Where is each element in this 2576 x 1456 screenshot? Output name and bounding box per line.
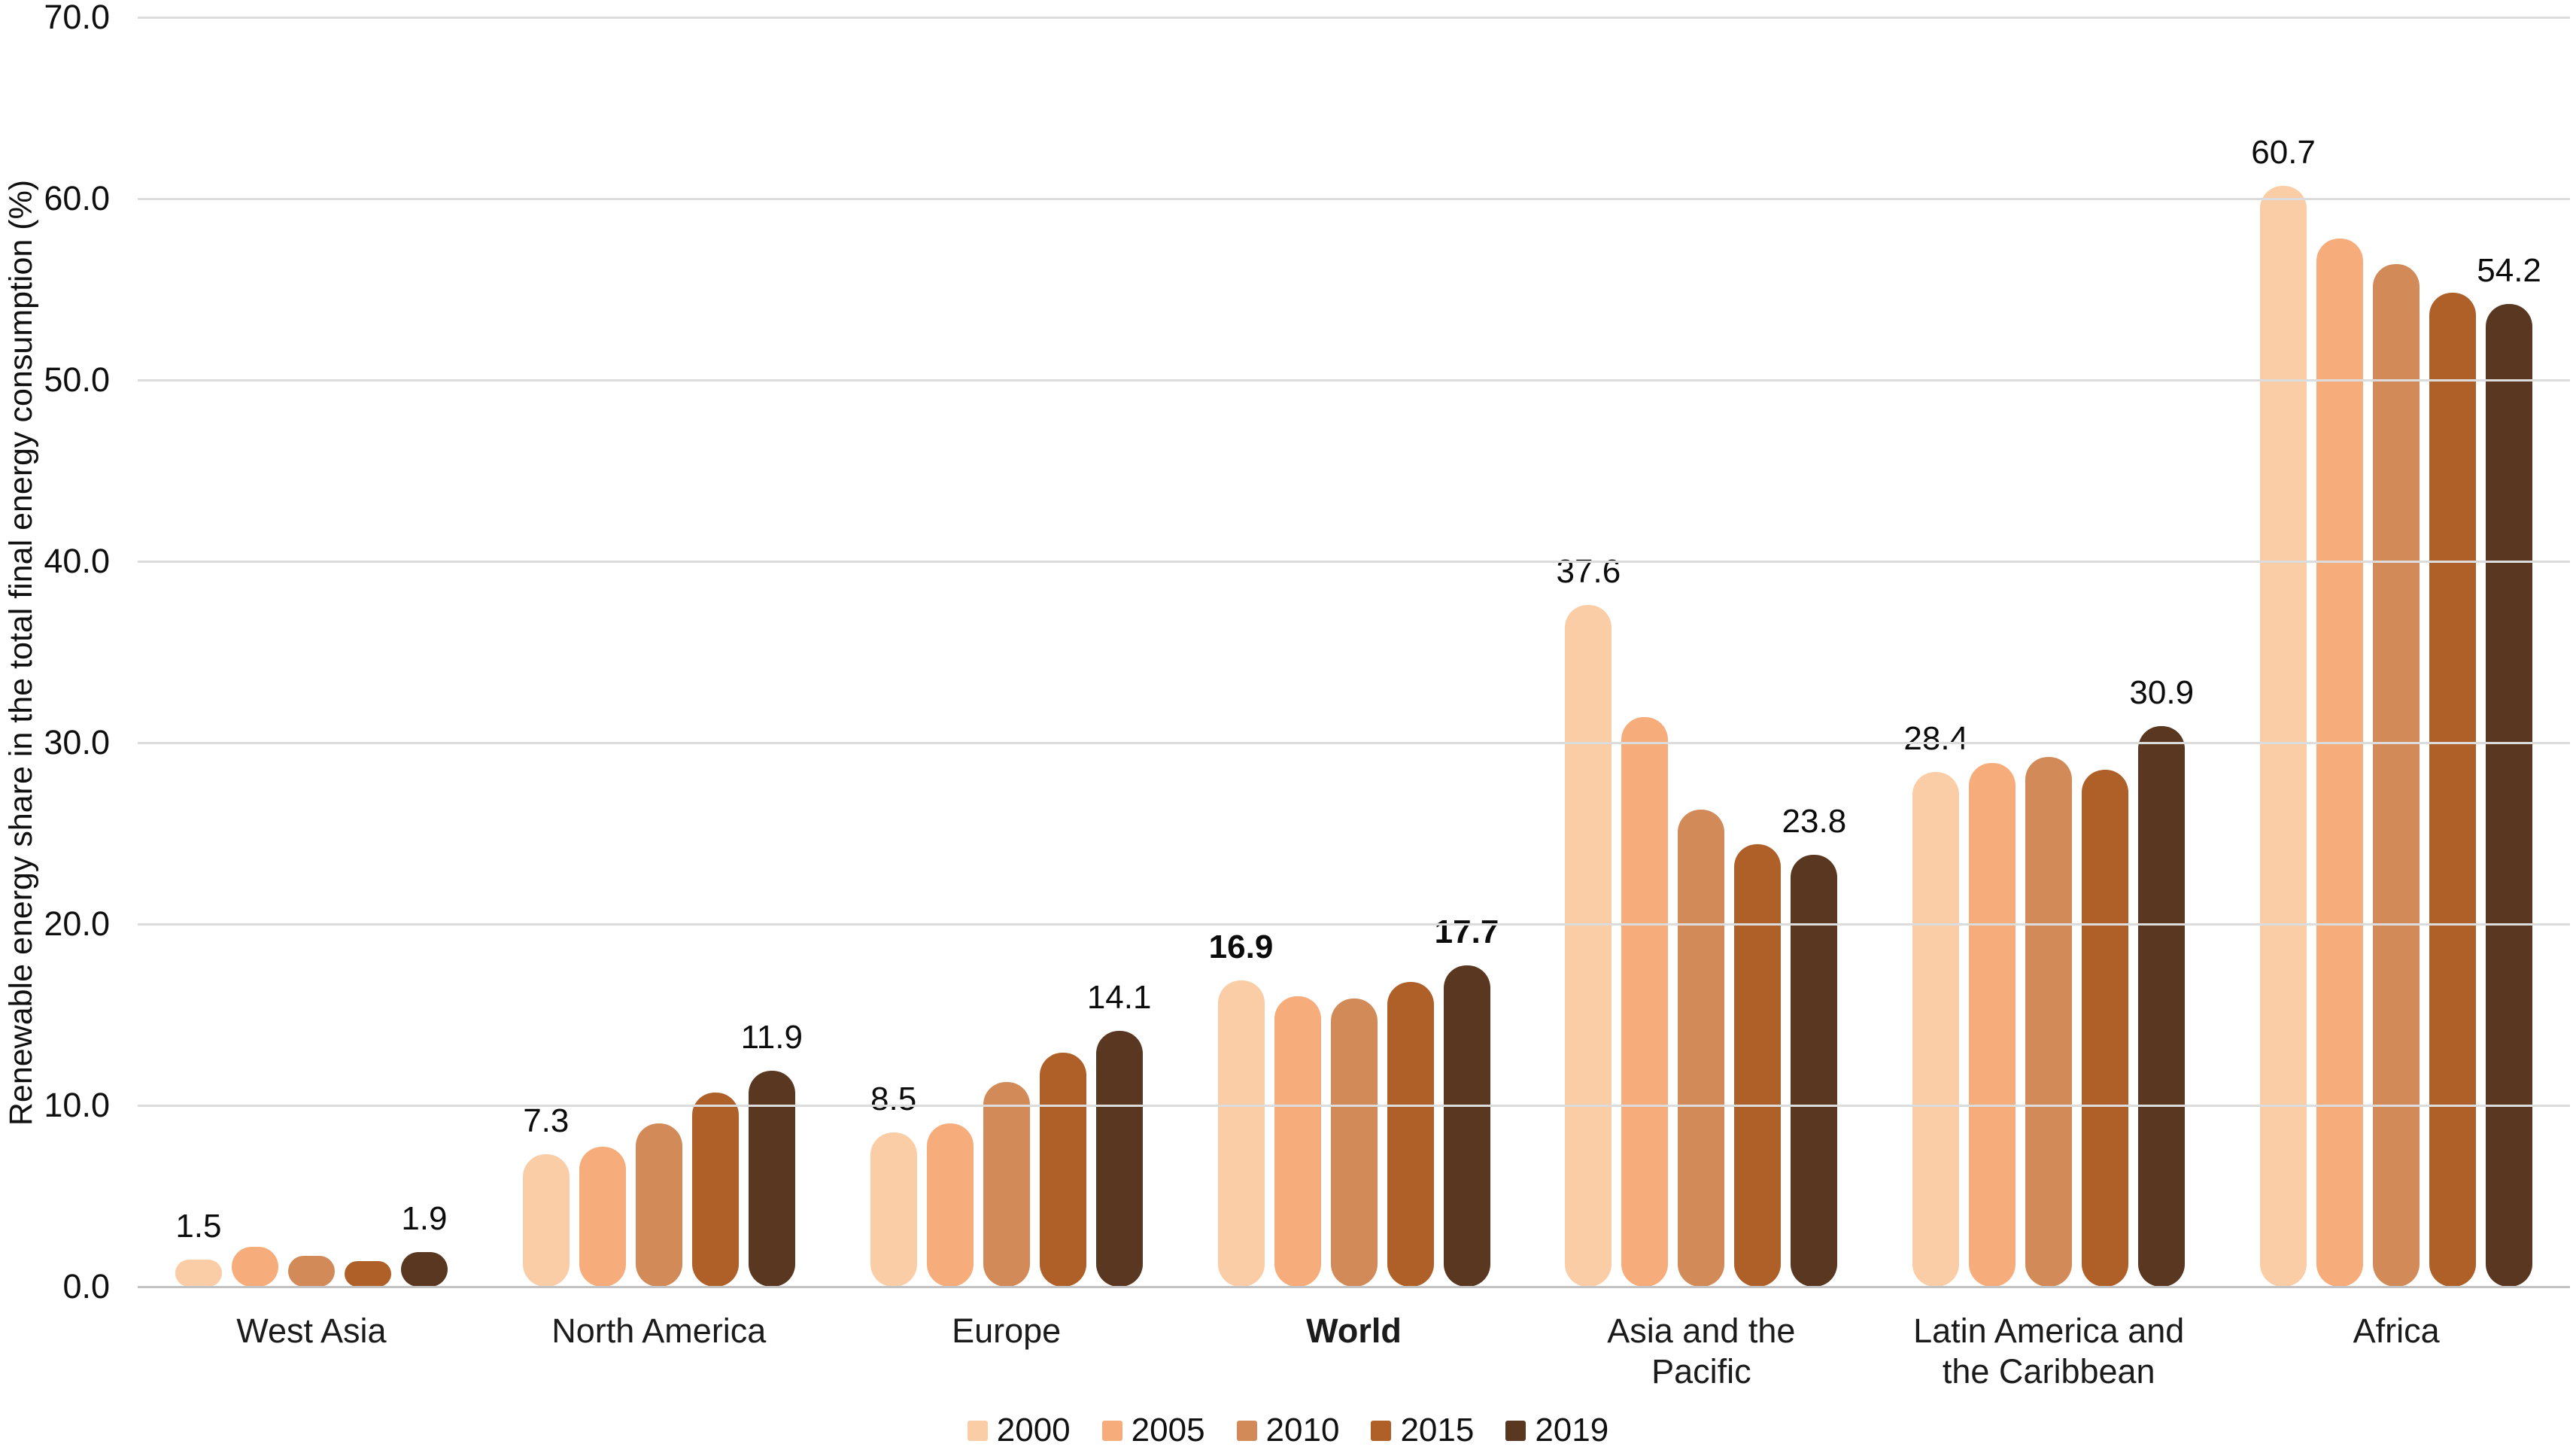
bar-2005-africa <box>2316 239 2364 1287</box>
gridline-y-20 <box>138 923 2570 926</box>
category-label-africa: Africa <box>2353 1312 2440 1350</box>
gridline-y-60 <box>138 198 2570 200</box>
value-label-2000-world: 16.9 <box>1208 929 1274 965</box>
bar-2005-west-asia <box>231 1247 278 1287</box>
bar-2000-latin-america-and-the-caribbean: 28.4 <box>1903 722 1968 1287</box>
value-label-2000-west-asia: 1.5 <box>175 1208 222 1245</box>
bar-group-west-asia: 1.5 1.9 <box>138 17 485 1287</box>
bar-2019-africa: 54.2 <box>2477 254 2541 1287</box>
bar-2019-latin-america-and-the-caribbean: 30.9 <box>2129 676 2194 1287</box>
legend-swatch-2010 <box>1236 1420 1257 1441</box>
y-tick-label-70.0: 70.0 <box>44 0 110 36</box>
bar-2005-latin-america-and-the-caribbean <box>1969 763 2016 1287</box>
legend-item-2015: 2015 <box>1371 1414 1474 1447</box>
legend-label-2005: 2005 <box>1131 1412 1205 1448</box>
value-label-2019-asia-and-the-pacific: 23.8 <box>1782 803 1847 840</box>
bar-2010-north-america <box>635 1123 682 1287</box>
bar-group-latin-america-and-the-caribbean: 28.4 30.9 <box>1875 17 2222 1287</box>
bar-group-africa: 60.7 54.2 <box>2222 17 2570 1287</box>
legend-label-2015: 2015 <box>1400 1412 1475 1448</box>
bar-group-north-america: 7.3 11.9 <box>485 17 833 1287</box>
bar-2015-latin-america-and-the-caribbean <box>2082 770 2129 1287</box>
bar-2000-world: 16.9 <box>1209 931 1273 1287</box>
bar-2010-west-asia <box>287 1256 335 1287</box>
bar-2000-europe: 8.5 <box>870 1083 917 1287</box>
bar-2005-north-america <box>579 1147 626 1287</box>
legend-label-2010: 2010 <box>1265 1412 1340 1448</box>
bar-2015-europe <box>1039 1053 1086 1287</box>
value-label-2000-africa: 60.7 <box>2251 134 2316 171</box>
gridline-y-40 <box>138 561 2570 563</box>
value-label-2019-latin-america-and-the-caribbean: 30.9 <box>2129 674 2195 711</box>
legend-label-2000: 2000 <box>996 1412 1071 1448</box>
category-label-world: World <box>1306 1312 1402 1350</box>
bar-2010-latin-america-and-the-caribbean <box>2025 757 2073 1287</box>
gridline-y-30 <box>138 742 2570 744</box>
bar-2005-asia-and-the-pacific <box>1621 717 1669 1287</box>
bar-2015-west-asia <box>344 1261 391 1287</box>
bar-2015-north-america <box>691 1093 739 1287</box>
bar-2015-africa <box>2429 293 2477 1287</box>
bar-2010-world <box>1330 999 1378 1287</box>
bar-group-asia-and-the-pacific: 37.6 23.8 <box>1527 17 1875 1287</box>
legend-label-2019: 2019 <box>1535 1412 1609 1448</box>
y-tick-label-60.0: 60.0 <box>44 179 110 217</box>
bar-2019-asia-and-the-pacific: 23.8 <box>1782 805 1846 1287</box>
value-label-2000-europe: 8.5 <box>870 1081 917 1117</box>
bar-2019-europe: 14.1 <box>1087 981 1151 1287</box>
x-axis-category-labels: West Asia North America Europe World Asia an… <box>138 1311 2570 1392</box>
value-label-2019-europe: 14.1 <box>1086 979 1152 1016</box>
y-tick-label-20.0: 20.0 <box>44 904 110 943</box>
bar-2015-world <box>1387 982 1434 1287</box>
y-tick-label-30.0: 30.0 <box>44 723 110 761</box>
legend-item-2000: 2000 <box>967 1412 1071 1448</box>
bar-2019-west-asia: 1.9 <box>400 1202 448 1287</box>
gridline-y-0 <box>138 1286 2570 1288</box>
value-label-2019-world: 17.7 <box>1434 913 1499 950</box>
legend-swatch-2019 <box>1505 1420 1526 1441</box>
value-label-2019-north-america: 11.9 <box>740 1019 803 1056</box>
value-label-2019-africa: 54.2 <box>2477 252 2541 289</box>
bar-2019-north-america: 11.9 <box>741 1021 803 1287</box>
bar-group-world: 16.9 17.7 <box>1180 17 1528 1287</box>
legend-swatch-2015 <box>1371 1420 1392 1441</box>
bar-2000-north-america: 7.3 <box>522 1105 570 1287</box>
legend-swatch-2000 <box>967 1420 988 1441</box>
legend-item-2019: 2019 <box>1505 1414 1608 1447</box>
category-label-north-america: North America <box>551 1312 767 1350</box>
bar-2005-world <box>1274 996 1321 1287</box>
bar-2005-europe <box>926 1123 974 1287</box>
bar-2010-europe <box>983 1082 1030 1287</box>
value-label-2019-west-asia: 1.9 <box>401 1200 448 1237</box>
bar-group-europe: 8.5 14.1 <box>833 17 1180 1287</box>
y-tick-label-10.0: 10.0 <box>44 1086 110 1124</box>
gridline-y-70 <box>138 17 2570 19</box>
bar-2010-africa <box>2373 264 2420 1287</box>
legend-item-2010: 2010 <box>1236 1412 1340 1448</box>
y-tick-label-50.0: 50.0 <box>44 360 110 399</box>
category-label-latin-america-and-the-caribbean: Latin America and the Caribbean <box>1913 1312 2185 1391</box>
gridline-y-10 <box>138 1105 2570 1107</box>
bar-2010-asia-and-the-pacific <box>1678 810 1725 1287</box>
bar-2000-west-asia: 1.5 <box>175 1210 222 1287</box>
category-label-west-asia: West Asia <box>236 1312 387 1350</box>
legend-swatch-2005 <box>1101 1420 1122 1441</box>
gridline-y-50 <box>138 379 2570 381</box>
y-tick-label-40.0: 40.0 <box>44 542 110 580</box>
bar-2019-world: 17.7 <box>1435 916 1499 1287</box>
legend: 2000 2005 2010 2015 2019 <box>0 1414 2576 1447</box>
bar-2015-asia-and-the-pacific <box>1734 844 1782 1287</box>
category-label-asia-and-the-pacific: Asia and the Pacific <box>1607 1312 1796 1391</box>
y-tick-label-0.0: 0.0 <box>62 1267 110 1306</box>
value-label-2000-latin-america-and-the-caribbean: 28.4 <box>1903 720 1969 757</box>
plot-area: 1.5 1.9 7.3 11.9 8.5 14.1 16.9 17.7 37.6 23.8 28.4… <box>138 17 2570 1288</box>
value-label-2000-north-america: 7.3 <box>523 1102 570 1139</box>
bar-2000-africa: 60.7 <box>2251 136 2316 1287</box>
legend-item-2005: 2005 <box>1101 1412 1205 1448</box>
category-label-europe: Europe <box>952 1312 1062 1350</box>
bar-groups-container: 1.5 1.9 7.3 11.9 8.5 14.1 16.9 17.7 37.6 23.8 28.4… <box>138 17 2570 1287</box>
value-label-2000-asia-and-the-pacific: 37.6 <box>1556 553 1621 590</box>
bar-2000-asia-and-the-pacific: 37.6 <box>1557 555 1621 1287</box>
